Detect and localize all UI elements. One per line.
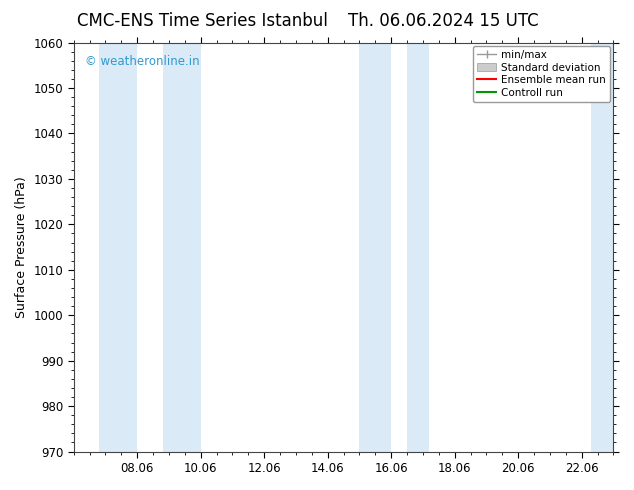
Bar xyxy=(407,43,429,452)
Text: © weatheronline.in: © weatheronline.in xyxy=(84,55,199,68)
Bar xyxy=(99,43,137,452)
Text: Th. 06.06.2024 15 UTC: Th. 06.06.2024 15 UTC xyxy=(349,12,539,30)
Bar xyxy=(162,43,201,452)
Y-axis label: Surface Pressure (hPa): Surface Pressure (hPa) xyxy=(15,176,28,318)
Bar xyxy=(592,43,614,452)
Text: CMC-ENS Time Series Istanbul: CMC-ENS Time Series Istanbul xyxy=(77,12,328,30)
Legend: min/max, Standard deviation, Ensemble mean run, Controll run: min/max, Standard deviation, Ensemble me… xyxy=(473,46,611,102)
Bar xyxy=(359,43,391,452)
